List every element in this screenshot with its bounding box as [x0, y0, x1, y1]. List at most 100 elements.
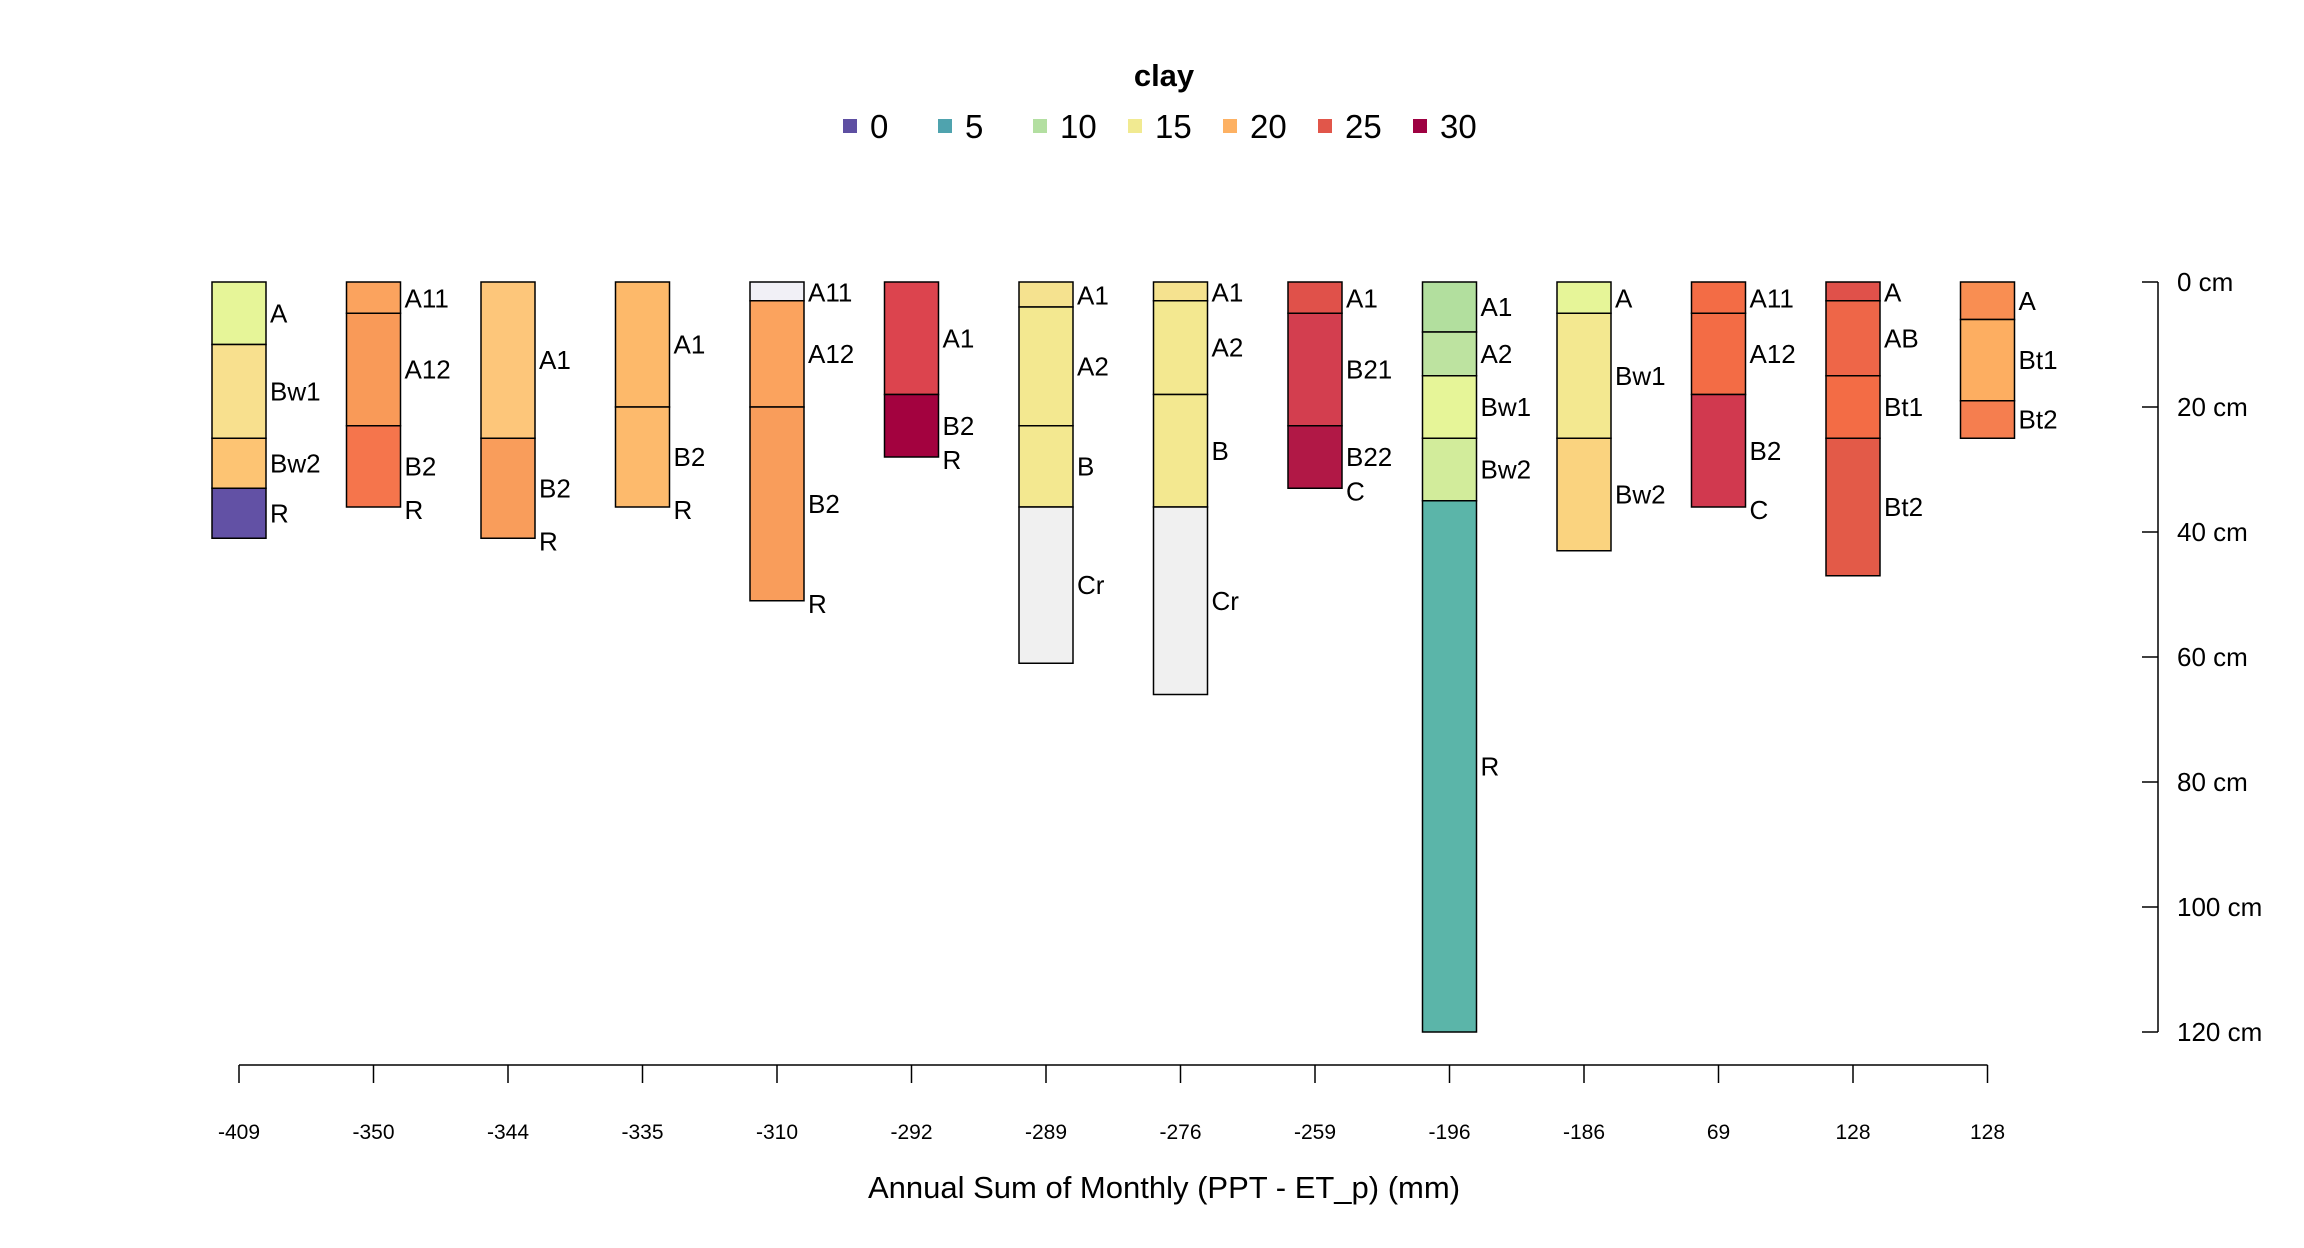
- horizon-rect: [1152, 393, 1209, 508]
- horizon-label: A11: [405, 284, 449, 314]
- legend-label: 25: [1345, 108, 1382, 145]
- profile-column: A1 B21 B22 C: [1287, 281, 1392, 506]
- horizon-rect: [1959, 281, 2016, 321]
- depth-tick-label: 0 cm: [2177, 267, 2233, 297]
- horizon-rect: [1287, 425, 1343, 489]
- horizon-label: B: [1077, 451, 1094, 481]
- profile-column: A1 A2 B Cr: [1018, 281, 1109, 664]
- horizon-rect: [211, 281, 267, 346]
- horizon-rect: [480, 437, 536, 539]
- horizon-label: A2: [1481, 339, 1513, 369]
- horizon-label: Bt1: [1884, 392, 1923, 422]
- depth-tick-label: 80 cm: [2177, 767, 2248, 797]
- horizon-rect: [1421, 500, 1478, 1033]
- horizon-rect: [614, 406, 671, 508]
- profile-column: A11 A12 B2 R: [345, 281, 451, 525]
- legend-label: 30: [1440, 108, 1477, 145]
- x-tick-label: -350: [352, 1121, 394, 1144]
- profile-column: A1 B2 R: [614, 281, 705, 525]
- horizon-rect: [1287, 281, 1343, 314]
- horizon-rect: [1018, 506, 1074, 664]
- horizon-label: A1: [539, 345, 571, 375]
- horizon-label: A12: [1750, 339, 1796, 369]
- horizon-rect: [345, 312, 402, 427]
- horizon-rect: [614, 281, 671, 408]
- horizon-label: R: [1481, 751, 1500, 781]
- horizon-rect: [1421, 331, 1478, 377]
- x-tick-label: -310: [756, 1121, 798, 1144]
- horizon-label: A2: [1077, 351, 1109, 381]
- horizon-rect: [211, 343, 267, 439]
- horizon-label: B: [1212, 436, 1229, 466]
- x-axis-title: Annual Sum of Monthly (PPT - ET_p) (mm): [868, 1170, 1460, 1205]
- profiles: A Bw1 Bw2 R A11 A12 B2 R A1 B2 R A1 B2 R A11 A12 B2 R A1 B2…: [211, 277, 2058, 1033]
- profile-column: A Bt1 Bt2: [1959, 281, 2058, 439]
- legend-swatch: [1413, 119, 1427, 133]
- horizon-label: Bw2: [1481, 455, 1532, 485]
- horizon-rect: [1018, 306, 1074, 427]
- x-tick-label: -276: [1159, 1121, 1201, 1144]
- depth-tick-label: 40 cm: [2177, 517, 2248, 547]
- horizon-label: Bt2: [1884, 492, 1923, 522]
- horizon-label: R: [943, 445, 962, 475]
- horizon-label: A1: [1077, 281, 1109, 311]
- profile-column: A11 A12 B2 C: [1690, 281, 1796, 525]
- horizon-rect: [1825, 375, 1881, 439]
- horizon-label: B2: [1750, 436, 1782, 466]
- legend: clay 0 5 10 15 20 25 30: [843, 58, 1477, 145]
- horizon-label: B2: [943, 411, 975, 441]
- x-tick-label: -344: [487, 1121, 529, 1144]
- horizon-label: R: [405, 495, 424, 525]
- horizon-label: B22: [1346, 442, 1392, 472]
- horizon-rect: [1018, 281, 1074, 308]
- x-tick-label: -259: [1294, 1121, 1336, 1144]
- horizon-rect: [345, 425, 402, 508]
- horizon-label: B2: [405, 451, 437, 481]
- horizon-label: A12: [808, 339, 854, 369]
- profile-column: A Bw1 Bw2 R: [211, 281, 321, 539]
- depth-tick-label: 120 cm: [2177, 1017, 2262, 1047]
- horizon-label: A11: [1750, 284, 1794, 314]
- horizon-label: A2: [1212, 333, 1244, 363]
- legend-swatch: [1128, 119, 1142, 133]
- horizon-label: A: [1615, 284, 1633, 314]
- horizon-label: Bw1: [1615, 361, 1666, 391]
- horizon-label: Bw2: [1615, 480, 1666, 510]
- horizon-rect: [211, 437, 267, 489]
- horizon-rect: [883, 281, 940, 396]
- legend-swatch: [843, 119, 857, 133]
- horizon-label: AB: [1884, 323, 1919, 353]
- horizon-rect: [1825, 437, 1881, 577]
- x-tick-label: -289: [1025, 1121, 1067, 1144]
- horizon-label: B2: [808, 489, 840, 519]
- horizon-rect: [1421, 375, 1478, 439]
- profile-column: A1 A2 B Cr: [1152, 277, 1244, 696]
- legend-swatch: [938, 119, 952, 133]
- horizon-rect: [883, 393, 940, 458]
- horizon-label: C: [1750, 495, 1769, 525]
- horizon-rect: [749, 281, 805, 302]
- profile-column: A1 A2 Bw1 Bw2 R: [1421, 281, 1532, 1033]
- horizon-rect: [1152, 281, 1209, 302]
- horizon-label: Bt1: [2019, 345, 2058, 375]
- horizon-rect: [1556, 312, 1612, 439]
- x-axis: Annual Sum of Monthly (PPT - ET_p) (mm) …: [218, 1064, 2005, 1205]
- horizon-label: Bw2: [270, 448, 321, 478]
- horizon-rect: [1690, 281, 1747, 314]
- x-tick-label: 128: [1835, 1121, 1870, 1144]
- legend-label: 15: [1155, 108, 1192, 145]
- legend-label: 0: [870, 108, 888, 145]
- horizon-rect: [1690, 312, 1747, 396]
- horizon-label: R: [539, 526, 558, 556]
- horizon-rect: [1556, 281, 1612, 314]
- legend-label: 5: [965, 108, 983, 145]
- horizon-label: A1: [1346, 284, 1378, 314]
- horizon-rect: [1152, 506, 1209, 696]
- legend-swatch: [1033, 119, 1047, 133]
- x-tick-label: -196: [1428, 1121, 1470, 1144]
- profile-column: A1 B2 R: [883, 281, 975, 475]
- depth-tick-label: 100 cm: [2177, 892, 2262, 922]
- horizon-label: R: [808, 589, 827, 619]
